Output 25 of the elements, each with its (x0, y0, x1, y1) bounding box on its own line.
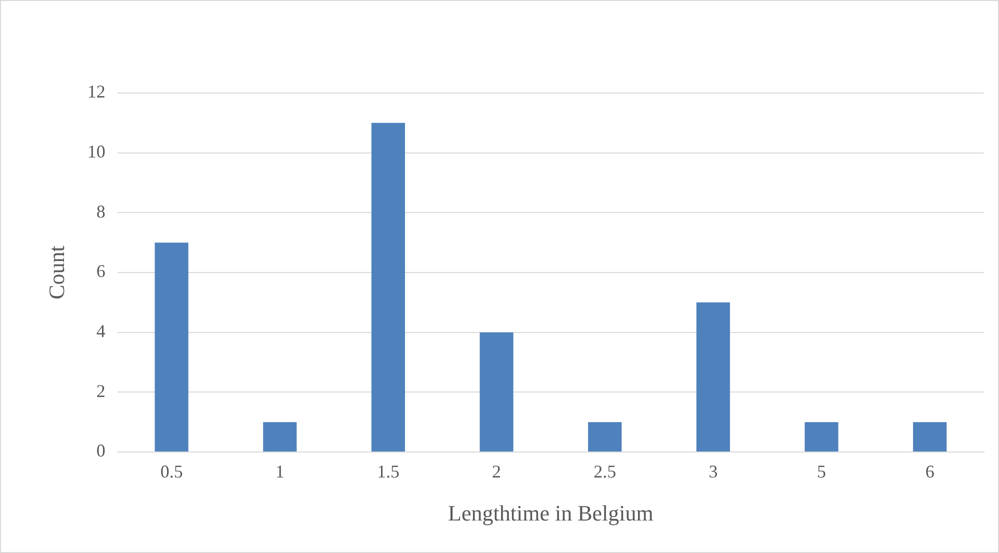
y-tick-label: 12 (87, 82, 106, 102)
x-tick-label: 2 (492, 462, 502, 482)
x-tick-label: 0.5 (160, 462, 183, 482)
x-axis-title: Lengthtime in Belgium (448, 500, 654, 526)
x-tick-label: 3 (708, 462, 718, 482)
y-tick-label: 2 (96, 380, 106, 401)
bar (696, 302, 730, 452)
y-tick-label: 4 (96, 321, 106, 342)
bar (154, 242, 188, 452)
bar (263, 422, 297, 452)
x-tick-label: 6 (925, 462, 934, 482)
x-tick-label: 1 (275, 462, 284, 482)
bar (804, 422, 838, 452)
y-tick-label: 8 (96, 201, 106, 222)
y-tick-label: 10 (87, 142, 106, 162)
x-tick-label: 2.5 (594, 462, 616, 482)
bar (371, 122, 406, 452)
x-tick-label: 1.5 (376, 462, 400, 482)
bar (913, 422, 947, 452)
x-tick-label: 5 (817, 462, 826, 482)
y-tick-label: 0 (96, 440, 106, 461)
y-axis-title: Count (44, 246, 69, 300)
bar (480, 332, 514, 452)
bar (588, 422, 622, 452)
y-tick-label: 6 (96, 261, 106, 282)
